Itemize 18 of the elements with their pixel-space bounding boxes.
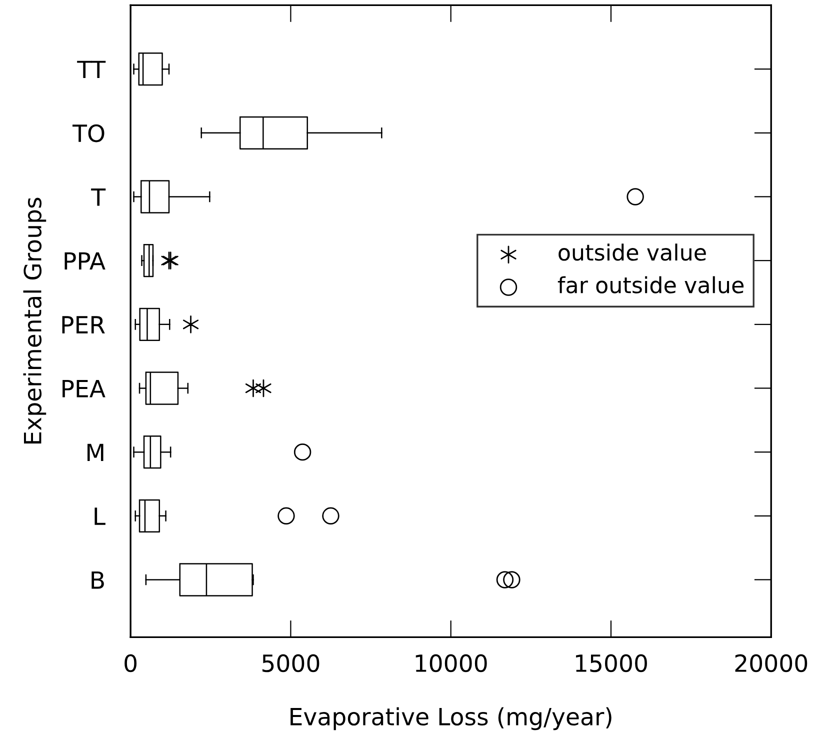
y-tick-label: B	[92, 571, 104, 589]
y-tick-label: TO	[72, 124, 104, 142]
legend-label: outside value	[558, 244, 706, 261]
y-tick-label: T	[91, 188, 106, 206]
y-axis-title: Experimental Groups	[23, 198, 46, 444]
x-tick-label: 0	[124, 654, 137, 672]
y-tick-label: TT	[77, 60, 106, 78]
y-tick-label: PPA	[64, 252, 106, 270]
x-tick-label: 10000	[416, 654, 487, 672]
x-tick-label: 20000	[735, 654, 808, 672]
x-tick-label: 15000	[576, 654, 647, 672]
y-tick-label: M	[88, 444, 104, 462]
y-tick-label: PER	[62, 316, 105, 334]
y-tick-label: L	[94, 508, 106, 525]
legend-label: far outside value	[558, 276, 744, 294]
x-tick-label: 5000	[262, 654, 320, 672]
y-tick-label: PEA	[62, 380, 106, 398]
x-axis-title: Evaporative Loss (mg/year)	[290, 707, 612, 730]
